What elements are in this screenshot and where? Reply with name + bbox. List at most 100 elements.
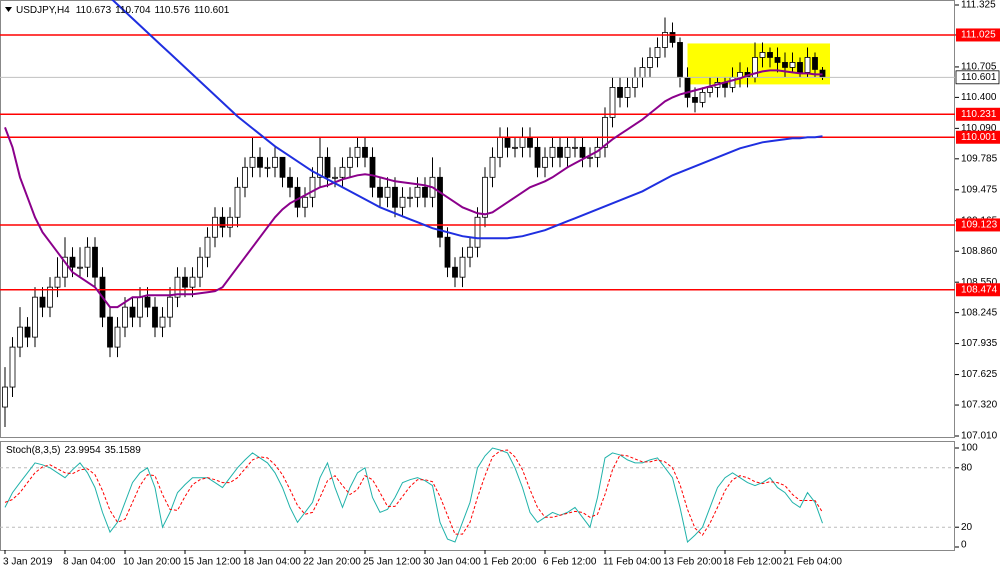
- y-tick-label: 109.475: [961, 184, 998, 195]
- candle-body: [272, 156, 278, 168]
- candle-body: [662, 32, 668, 48]
- candle-body: [707, 87, 713, 93]
- candle-body: [84, 246, 91, 268]
- x-tick-label: 3 Jan 2019: [3, 557, 53, 568]
- candle-body: [602, 116, 608, 148]
- stoch-title: Stoch(8,3,5): [6, 445, 60, 456]
- level-label-box: [956, 28, 1000, 42]
- y-tick-label: 107.625: [961, 369, 998, 380]
- y-tick-label: 110.090: [961, 123, 997, 134]
- candle-body: [759, 52, 766, 58]
- close: 110.601: [194, 5, 230, 16]
- stoch-plot: [0, 447, 955, 543]
- candle-body: [159, 316, 166, 328]
- low: 110.576: [155, 5, 191, 16]
- x-tick-label: 30 Jan 04:00: [423, 557, 481, 568]
- stoch-header: Stoch(8,3,5) 23.9954 35.1589: [6, 445, 141, 456]
- candle-body: [122, 306, 128, 328]
- candle-body: [474, 216, 481, 248]
- candle-body: [459, 256, 466, 278]
- candle-body: [699, 91, 706, 103]
- candle-body: [92, 246, 98, 278]
- stoch-line: [4, 447, 823, 543]
- y-tick-label: 111.325: [961, 0, 996, 11]
- candle-body: [527, 136, 533, 148]
- candle-body: [804, 57, 811, 73]
- candle-body: [249, 156, 256, 168]
- header: USDJPY,H4 110.673 110.704 110.576 110.601: [16, 5, 230, 16]
- candle-body: [624, 87, 631, 98]
- y-tick-label: 110.400: [961, 92, 997, 103]
- level-label-box: [956, 283, 1000, 297]
- x-tick-label: 1 Feb 20:00: [483, 557, 537, 568]
- candle-body: [287, 176, 293, 188]
- y-tick-label: 110.705: [961, 62, 997, 73]
- candle-body: [54, 276, 61, 288]
- candle-body: [392, 186, 398, 208]
- candle-body: [692, 96, 698, 103]
- candle-body: [144, 296, 151, 308]
- y-tick-label: 107.320: [961, 400, 998, 411]
- candle-body: [407, 196, 413, 199]
- y-tick-label: 108.860: [961, 246, 998, 257]
- moving-average: [4, 69, 823, 309]
- candle-body: [572, 146, 578, 149]
- level-label: 109.123: [961, 220, 998, 231]
- candle-body: [384, 186, 391, 198]
- candle-body: [557, 146, 563, 158]
- candle-body: [684, 77, 691, 98]
- x-tick-label: 15 Jan 12:00: [183, 557, 241, 568]
- stoch-signal: 35.1589: [105, 445, 142, 456]
- candle-body: [309, 176, 316, 198]
- y-tick-label: 107.010: [961, 431, 998, 442]
- candle-body: [182, 276, 188, 288]
- candle-body: [399, 196, 406, 208]
- candle-body: [632, 77, 638, 88]
- candle-body: [497, 136, 503, 158]
- candle-body: [114, 326, 121, 348]
- x-tick-label: 21 Feb 04:00: [783, 557, 842, 568]
- candle-body: [639, 67, 646, 78]
- candle-body: [69, 256, 76, 268]
- candle-body: [234, 186, 241, 218]
- symbol: USDJPY,H4: [16, 5, 70, 16]
- level-label: 110.231: [961, 109, 997, 120]
- y-tick-label: 108.245: [961, 307, 998, 318]
- candle-body: [564, 146, 571, 158]
- candle-body: [197, 256, 203, 278]
- stoch-y-tick-label: 0: [961, 540, 967, 551]
- candle-body: [549, 146, 556, 158]
- candle-body: [354, 146, 361, 158]
- candle-body: [137, 296, 143, 318]
- x-tick-label: 22 Jan 20:00: [303, 557, 361, 568]
- candle-body: [812, 57, 818, 70]
- candle-body: [107, 316, 113, 348]
- x-tick-label: 10 Jan 20:00: [123, 557, 181, 568]
- candle-body: [452, 266, 458, 278]
- current-price-label: 110.601: [961, 72, 997, 83]
- candle-body: [542, 156, 548, 168]
- candle-body: [39, 296, 46, 308]
- candle-body: [369, 156, 376, 188]
- stoch-panel: [0, 441, 955, 551]
- x-tick-label: 18 Jan 04:00: [243, 557, 301, 568]
- candle-body: [782, 62, 788, 68]
- candle-body: [377, 186, 383, 198]
- candle-body: [362, 146, 368, 158]
- candle-body: [167, 296, 173, 318]
- candle-body: [302, 196, 308, 208]
- x-tick-label: 18 Feb 12:00: [723, 557, 782, 568]
- x-tick-label: 13 Feb 20:00: [663, 557, 722, 568]
- x-tick-label: 11 Feb 04:00: [603, 557, 662, 568]
- candle-body: [32, 296, 38, 338]
- candle-body: [189, 276, 196, 288]
- stoch-y-tick-label: 80: [961, 462, 973, 473]
- candle-body: [654, 47, 661, 58]
- candle-body: [47, 286, 53, 308]
- candle-body: [257, 156, 263, 168]
- y-tick-label: 107.935: [961, 338, 998, 349]
- candle-body: [519, 136, 526, 148]
- candle-body: [414, 186, 421, 198]
- level-label-box: [956, 107, 1000, 121]
